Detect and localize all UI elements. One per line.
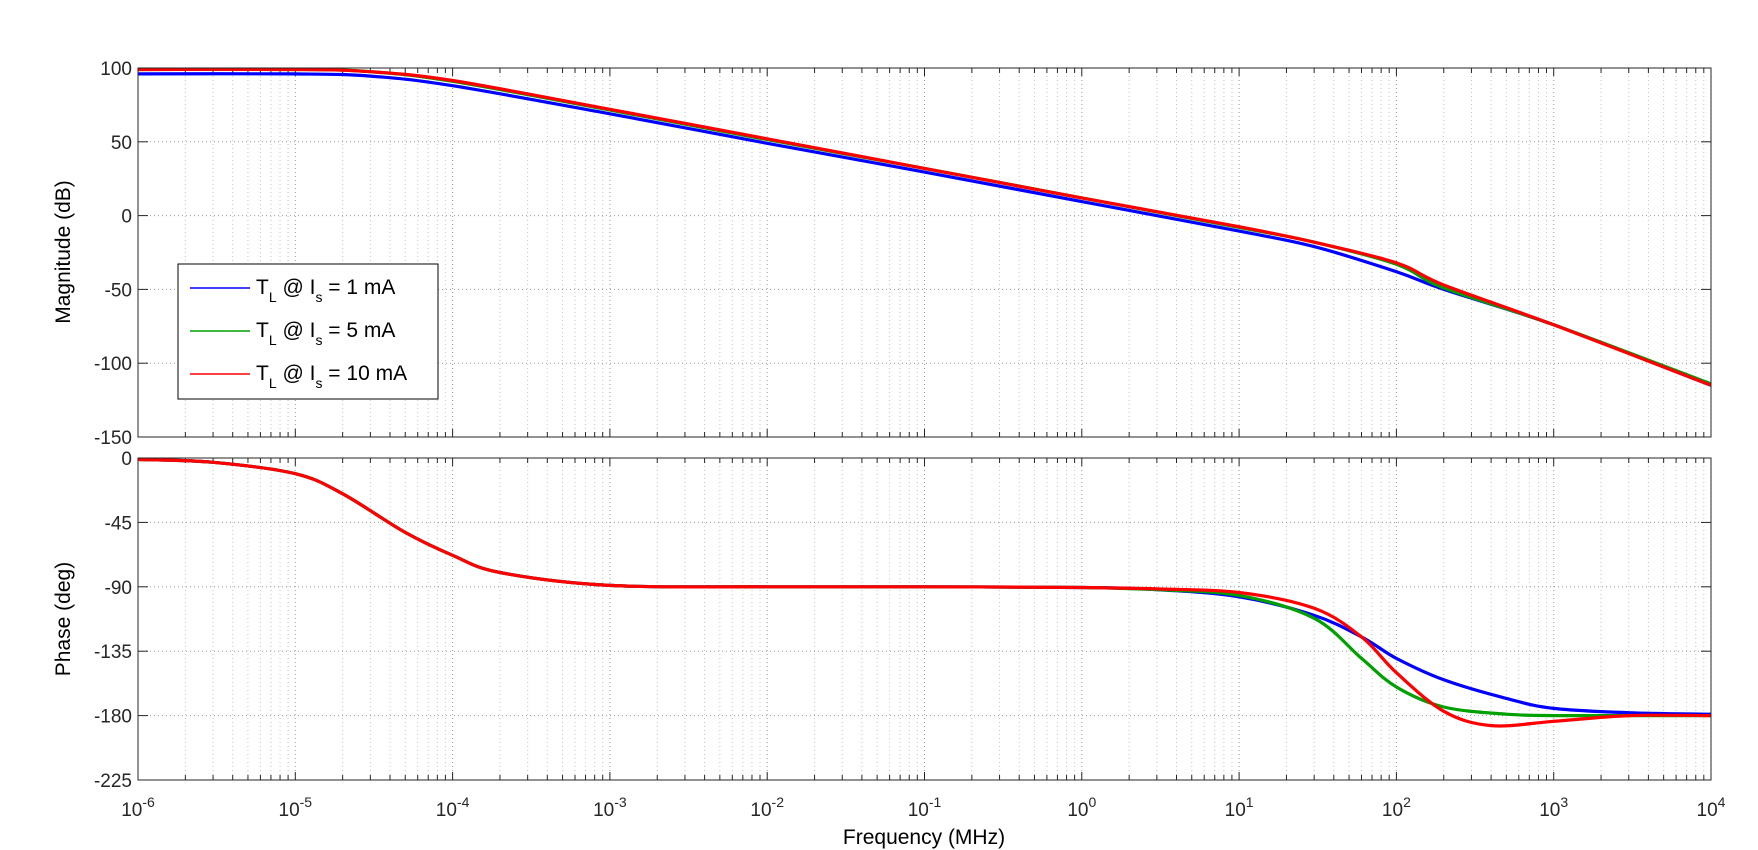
x-tick-label: 10-1 [908, 794, 942, 821]
x-tick-label: 100 [1067, 794, 1096, 821]
magnitude-ytick-label: 0 [121, 207, 132, 228]
phase-y-ticks: 0 -45 -90 -135 -180 -225 [94, 449, 132, 792]
frequency-x-ticks: 10-6 10-5 10-4 10-3 10-2 10-1 100 101 102 103 104 [121, 794, 1725, 821]
magnitude-ytick-label: -50 [105, 280, 132, 301]
phase-ytick-label: -90 [105, 578, 132, 599]
magnitude-ytick-label: 50 [111, 133, 132, 154]
x-tick-label: 10-3 [593, 794, 627, 821]
magnitude-ytick-label: -150 [94, 428, 132, 449]
magnitude-grid [138, 67, 1711, 438]
phase-series-lines [137, 457, 1712, 728]
phase-ytick-label: -45 [105, 513, 132, 534]
x-axis-label: Frequency (MHz) [843, 826, 1005, 849]
phase-axes-box [137, 457, 1712, 781]
magnitude-series-line-3 [137, 67, 1712, 387]
x-tick-label: 10-6 [121, 794, 155, 821]
magnitude-axes-box [137, 67, 1712, 438]
magnitude-ytick-label: -100 [94, 354, 132, 375]
legend-label-2: TL @ Is = 5 mA [256, 319, 395, 348]
x-tick-label: 104 [1697, 794, 1726, 821]
magnitude-y-axis-label: Magnitude (dB) [52, 180, 75, 324]
phase-ytick-label: -135 [94, 642, 132, 663]
phase-y-axis-label: Phase (deg) [52, 562, 75, 676]
phase-panel: 0 -45 -90 -135 -180 -225 10-6 10-5 10-4 10-3 10-2… [52, 449, 1726, 849]
x-tick-label: 10-2 [750, 794, 784, 821]
x-tick-label: 103 [1539, 794, 1568, 821]
x-tick-label: 10-4 [436, 794, 470, 821]
phase-ytick-label: 0 [121, 449, 132, 470]
legend: TL @ Is = 1 mA TL @ Is = 5 mA TL @ Is = 10… [177, 263, 439, 400]
magnitude-y-ticks: 100 50 0 -50 -100 -150 [94, 59, 132, 449]
x-tick-label: 10-5 [279, 794, 313, 821]
x-tick-label: 101 [1225, 794, 1254, 821]
legend-label-3: TL @ Is = 10 mA [256, 362, 407, 391]
x-tick-label: 102 [1382, 794, 1411, 821]
phase-series-line-3 [137, 457, 1712, 728]
phase-ytick-label: -225 [94, 771, 132, 792]
magnitude-series-lines [137, 67, 1712, 387]
legend-label-1: TL @ Is = 1 mA [256, 276, 395, 305]
magnitude-ytick-label: 100 [100, 59, 132, 80]
phase-ytick-label: -180 [94, 707, 132, 728]
